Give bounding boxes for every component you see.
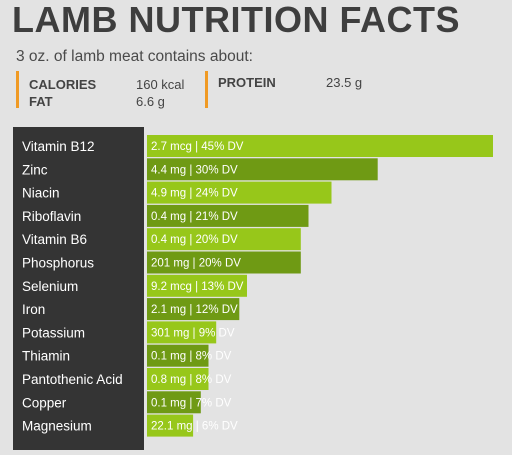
- category-label-phosphorus: Phosphorus: [22, 256, 94, 271]
- bar-riboflavin: [147, 204, 309, 227]
- calories-label: CALORIES: [29, 77, 97, 92]
- category-label-vitamin-b6: Vitamin B6: [22, 232, 87, 247]
- bar-iron: [147, 298, 240, 321]
- bar-pantothenic-acid: [147, 368, 209, 390]
- bar-phosphorus: [147, 251, 301, 274]
- calories-accent-bar: [16, 71, 19, 108]
- category-label-selenium: Selenium: [22, 279, 78, 294]
- value-label-iron: 2.1 mg | 12% DV: [151, 304, 238, 316]
- value-label-riboflavin: 0.4 mg | 21% DV: [151, 211, 238, 223]
- bar-vitamin-b12: [147, 135, 493, 157]
- bar-copper: [147, 391, 201, 414]
- calories-value: 160 kcal: [136, 77, 185, 92]
- protein-value: 23.5 g: [326, 75, 363, 90]
- category-label-riboflavin: Riboflavin: [22, 209, 81, 224]
- bar-zinc: [147, 158, 378, 181]
- category-label-zinc: Zinc: [22, 162, 48, 177]
- fat-label: FAT: [29, 94, 53, 109]
- protein-label: PROTEIN: [218, 75, 276, 90]
- value-label-zinc: 4.4 mg | 30% DV: [151, 164, 238, 176]
- category-label-vitamin-b12: Vitamin B12: [22, 139, 95, 154]
- value-label-vitamin-b12: 2.7 mcg | 45% DV: [151, 141, 244, 153]
- bar-selenium: [147, 274, 247, 297]
- category-label-potassium: Potassium: [22, 325, 85, 340]
- value-label-copper: 0.1 mg | 7% DV: [151, 397, 232, 409]
- bar-vitamin-b6: [147, 228, 301, 251]
- fat-value: 6.6 g: [136, 94, 165, 109]
- protein-accent-bar: [205, 71, 208, 108]
- category-label-niacin: Niacin: [22, 186, 60, 201]
- bar-niacin: [147, 181, 332, 204]
- bar-thiamin: [147, 344, 209, 367]
- bar-potassium: [147, 321, 217, 344]
- value-label-phosphorus: 201 mg | 20% DV: [151, 258, 241, 270]
- value-label-potassium: 301 mg | 9% DV: [151, 327, 235, 339]
- value-label-magnesium: 22.1 mg | 6% DV: [151, 421, 238, 433]
- bar-magnesium: [147, 414, 194, 437]
- page-title: LAMB NUTRITION FACTS: [12, 0, 460, 40]
- value-label-selenium: 9.2 mcg | 13% DV: [151, 281, 244, 293]
- category-label-copper: Copper: [22, 395, 67, 410]
- category-label-thiamin: Thiamin: [22, 349, 70, 364]
- value-label-niacin: 4.9 mg | 24% DV: [151, 188, 238, 200]
- serving-subtitle: 3 oz. of lamb meat contains about:: [16, 48, 253, 65]
- category-label-magnesium: Magnesium: [22, 419, 92, 434]
- category-label-iron: Iron: [22, 302, 45, 317]
- category-label-pantothenic-acid: Pantothenic Acid: [22, 372, 123, 387]
- nutrient-label-panel: [13, 127, 144, 450]
- value-label-vitamin-b6: 0.4 mg | 20% DV: [151, 234, 238, 246]
- value-label-thiamin: 0.1 mg | 8% DV: [151, 351, 232, 363]
- value-label-pantothenic-acid: 0.8 mg | 8% DV: [151, 374, 232, 386]
